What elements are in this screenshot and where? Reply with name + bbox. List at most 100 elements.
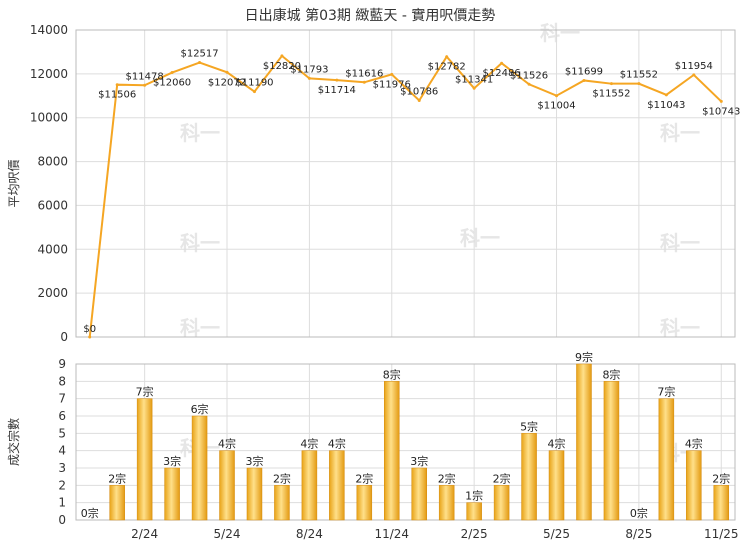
x-tick-label: 11/24	[374, 527, 409, 541]
bar-label: 1宗	[465, 489, 483, 503]
data-point	[582, 78, 586, 82]
y-tick-label: 4000	[37, 242, 68, 256]
y-tick-label: 0	[58, 513, 66, 527]
bar	[329, 450, 345, 521]
bar	[384, 381, 400, 521]
x-tick-label: 8/24	[296, 527, 323, 541]
watermark-text: 科一	[660, 121, 700, 145]
data-label: $11793	[290, 64, 328, 75]
bar	[548, 450, 565, 521]
data-point	[390, 72, 394, 76]
bar	[438, 485, 455, 521]
y-tick-label: 0	[60, 330, 68, 344]
volume-bar-chart: 0 1 2 3 4 5 6 7 8 9 成交宗數 0宗 2宗 7宗 3宗 6宗 4宗 3宗 2宗 4宗 4宗 2宗 8宗 3宗…	[6, 350, 739, 541]
bar-label: 7宗	[136, 385, 154, 399]
data-point	[198, 61, 202, 65]
bar-label: 7宗	[657, 385, 675, 399]
data-label: $11616	[345, 68, 383, 79]
data-point	[335, 78, 339, 82]
data-point	[719, 99, 723, 103]
data-point	[445, 55, 449, 59]
data-label: $11478	[126, 71, 164, 82]
bar-label: 2宗	[355, 471, 373, 485]
bar	[191, 415, 208, 521]
data-label: $11552	[592, 89, 630, 100]
data-point	[170, 71, 174, 75]
y-tick-label: 6000	[37, 198, 68, 212]
bar-label: 3宗	[163, 454, 181, 468]
data-label: $0	[83, 324, 96, 335]
x-tick-label: 5/25	[543, 527, 570, 541]
data-label: $11341	[455, 74, 493, 85]
data-label: $12820	[263, 61, 301, 72]
data-label: $12782	[428, 62, 466, 73]
data-point	[88, 335, 92, 339]
data-label: $12072	[208, 77, 246, 88]
bar-label: 8宗	[602, 367, 620, 381]
data-point	[280, 54, 284, 58]
bar-label: 4宗	[300, 437, 318, 451]
bar	[301, 450, 318, 521]
data-label: $12060	[153, 78, 191, 89]
data-point	[225, 70, 229, 74]
bar-label: 0宗	[630, 506, 648, 520]
bar	[521, 433, 537, 521]
bar-label: 9宗	[575, 350, 593, 364]
plot-frame	[75, 29, 736, 338]
data-label: $11976	[373, 79, 411, 90]
bar-label: 5宗	[520, 419, 538, 433]
bar-label: 6宗	[191, 402, 209, 416]
data-point	[664, 93, 668, 97]
y-tick-label: 4	[58, 444, 66, 458]
y-tick-label: 14000	[30, 23, 68, 37]
bar-label: 4宗	[328, 437, 346, 451]
series-line	[88, 54, 722, 338]
bar	[658, 398, 675, 521]
data-label: $12517	[180, 49, 218, 60]
data-point	[637, 82, 641, 86]
plot-frame	[75, 363, 736, 521]
watermark-text: 科一	[180, 316, 220, 340]
x-tick-label: 8/25	[625, 527, 652, 541]
y-tick-label: 2000	[37, 286, 68, 300]
data-label: $11043	[647, 100, 685, 111]
y-tick-label: 6	[58, 409, 66, 423]
data-label: $11004	[537, 101, 575, 112]
chart-title: 日出康城 第03期 緻藍天 - 實用呎價走勢	[245, 7, 496, 24]
watermark-layer: 科一科一科一科一科一科一科一科一科一科一	[180, 21, 700, 465]
y-axis-label: 平均呎價	[7, 159, 21, 207]
data-label: $11190	[235, 78, 273, 89]
y-tick-label: 8	[58, 374, 66, 388]
bar-label: 4宗	[218, 437, 236, 451]
bar	[493, 485, 510, 521]
bar-label: 3宗	[410, 454, 428, 468]
y-axis-label: 成交宗數	[6, 418, 21, 466]
y-tick-label: 7	[58, 392, 66, 406]
data-label: $11506	[98, 90, 136, 101]
watermark-text: 科一	[660, 231, 700, 255]
bar	[219, 450, 235, 521]
bar	[246, 467, 263, 521]
y-tick-label: 8000	[37, 155, 68, 169]
data-label: $11526	[510, 70, 548, 81]
y-tick-label: 1	[58, 496, 66, 510]
bar	[356, 485, 373, 521]
data-point	[115, 83, 119, 87]
bar-label: 3宗	[245, 454, 263, 468]
data-point	[692, 73, 696, 77]
bar	[576, 363, 592, 521]
bar-label: 8宗	[383, 367, 401, 381]
y-tick-label: 9	[58, 357, 66, 371]
y-tick-label: 2	[58, 478, 66, 492]
x-tick-label: 5/24	[214, 527, 241, 541]
x-tick-label: 2/24	[131, 527, 158, 541]
data-label: $12486	[483, 68, 521, 79]
data-point	[307, 76, 311, 80]
bar-label: 2宗	[493, 471, 511, 485]
watermark-text: 科一	[460, 226, 500, 250]
price-line-chart: 0 2000 4000 6000 8000 10000 12000 14000 平均呎價 $0 $1…	[7, 23, 740, 344]
y-tick-label: 5	[58, 426, 66, 440]
bar	[686, 450, 702, 521]
y-tick-label: 3	[58, 461, 66, 475]
